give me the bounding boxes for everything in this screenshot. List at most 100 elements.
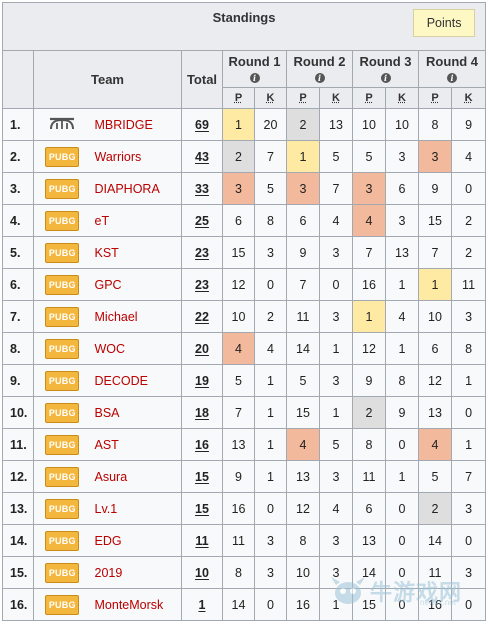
rank-cell: 12. bbox=[2, 460, 34, 493]
kills-cell: 1 bbox=[254, 396, 287, 429]
kills-abbr: K bbox=[266, 92, 275, 104]
team-name-link[interactable]: Michael bbox=[90, 300, 182, 333]
team-logo-cell: PUBG bbox=[33, 300, 91, 333]
watermark-subtext: newyx.net bbox=[420, 598, 457, 607]
rank-cell: 4. bbox=[2, 204, 34, 237]
kills-cell: 1 bbox=[385, 332, 419, 365]
team-name-link[interactable]: GPC bbox=[90, 268, 182, 301]
kills-cell: 3 bbox=[254, 236, 287, 269]
rank-cell: 3. bbox=[2, 172, 34, 205]
kills-cell: 5 bbox=[254, 172, 287, 205]
pubg-logo-icon: PUBG bbox=[45, 178, 80, 199]
placement-cell: 16 bbox=[222, 492, 255, 525]
round-2-label: Round 2 bbox=[293, 54, 346, 69]
rank-cell: 14. bbox=[2, 524, 34, 557]
team-logo-cell: PUBG bbox=[33, 524, 91, 557]
total-points[interactable]: 23 bbox=[181, 236, 223, 269]
pubg-logo-icon: PUBG bbox=[45, 466, 80, 487]
team-name-link[interactable]: Asura bbox=[90, 460, 182, 493]
rank-cell: 15. bbox=[2, 556, 34, 589]
team-name-link[interactable]: Lv.1 bbox=[90, 492, 182, 525]
total-points[interactable]: 15 bbox=[181, 460, 223, 493]
rank-cell: 13. bbox=[2, 492, 34, 525]
team-name-link[interactable]: DECODE bbox=[90, 364, 182, 397]
team-logo-cell: PUBG bbox=[33, 268, 91, 301]
team-name-link[interactable]: MonteMorsk bbox=[90, 588, 182, 621]
pubg-logo-icon: PUBG bbox=[45, 338, 80, 359]
kills-cell: 20 bbox=[254, 108, 287, 141]
kills-cell: 3 bbox=[450, 556, 486, 589]
team-name-link[interactable]: BSA bbox=[90, 396, 182, 429]
round-3-p-header: P bbox=[352, 87, 386, 109]
team-name-link[interactable]: WOC bbox=[90, 332, 182, 365]
placement-cell: 3 bbox=[222, 172, 255, 205]
total-points[interactable]: 20 bbox=[181, 332, 223, 365]
kills-cell: 4 bbox=[385, 300, 419, 333]
total-points[interactable]: 33 bbox=[181, 172, 223, 205]
team-logo-cell: PUBG bbox=[33, 140, 91, 173]
team-logo-cell: PUBG bbox=[33, 332, 91, 365]
team-name-link[interactable]: eT bbox=[90, 204, 182, 237]
team-logo-cell: PUBG bbox=[33, 364, 91, 397]
mascot-icon bbox=[331, 577, 365, 604]
total-points[interactable]: 22 bbox=[181, 300, 223, 333]
total-points[interactable]: 43 bbox=[181, 140, 223, 173]
kills-abbr: K bbox=[332, 92, 340, 104]
info-icon[interactable]: i bbox=[380, 72, 391, 83]
team-name-link[interactable]: AST bbox=[90, 428, 182, 461]
placement-cell: 9 bbox=[222, 460, 255, 493]
total-points[interactable]: 25 bbox=[181, 204, 223, 237]
kills-cell: 2 bbox=[450, 204, 486, 237]
placement-cell: 3 bbox=[418, 140, 452, 173]
round-3-label: Round 3 bbox=[359, 54, 412, 69]
total-points[interactable]: 15 bbox=[181, 492, 223, 525]
team-name-link[interactable]: KST bbox=[90, 236, 182, 269]
total-points[interactable]: 16 bbox=[181, 428, 223, 461]
table-row: 3. PUBG DIAPHORA 33 3 5 3 7 3 6 9 0 bbox=[2, 172, 486, 205]
rank-cell: 7. bbox=[2, 300, 34, 333]
kills-cell: 11 bbox=[450, 268, 486, 301]
placement-cell: 16 bbox=[286, 588, 320, 621]
points-button[interactable]: Points bbox=[413, 9, 476, 37]
pubg-logo-icon: PUBG bbox=[45, 530, 80, 551]
kills-cell: 0 bbox=[254, 492, 287, 525]
total-points[interactable]: 23 bbox=[181, 268, 223, 301]
team-name-link[interactable]: 2019 bbox=[90, 556, 182, 589]
pubg-logo-icon: PUBG bbox=[45, 146, 80, 167]
total-points[interactable]: 11 bbox=[181, 524, 223, 557]
team-name-link[interactable]: DIAPHORA bbox=[90, 172, 182, 205]
info-icon[interactable]: i bbox=[447, 72, 458, 83]
kills-cell: 0 bbox=[385, 428, 419, 461]
placement-cell: 13 bbox=[222, 428, 255, 461]
team-name-link[interactable]: EDG bbox=[90, 524, 182, 557]
placement-cell: 3 bbox=[286, 172, 320, 205]
team-name-link[interactable]: MBRIDGE bbox=[90, 108, 182, 141]
placement-abbr: P bbox=[299, 92, 307, 104]
total-points[interactable]: 18 bbox=[181, 396, 223, 429]
placement-cell: 10 bbox=[418, 300, 452, 333]
total-points[interactable]: 10 bbox=[181, 556, 223, 589]
total-points[interactable]: 69 bbox=[181, 108, 223, 141]
info-icon[interactable]: i bbox=[249, 72, 260, 83]
team-logo-cell: PUBG bbox=[33, 172, 91, 205]
kills-cell: 8 bbox=[385, 364, 419, 397]
pubg-logo-icon: PUBG bbox=[45, 306, 80, 327]
round-3-header: Round 3 i bbox=[352, 50, 419, 88]
table-row: 5. PUBG KST 23 15 3 9 3 7 13 7 2 bbox=[2, 236, 486, 269]
placement-cell: 3 bbox=[352, 172, 386, 205]
kills-cell: 13 bbox=[319, 108, 353, 141]
table-row: 8. PUBG WOC 20 4 4 14 1 12 1 6 8 bbox=[2, 332, 486, 365]
standings-title-cell: Standings Points bbox=[1, 2, 486, 51]
pubg-logo-icon: PUBG bbox=[45, 274, 80, 295]
team-name-link[interactable]: Warriors bbox=[90, 140, 182, 173]
placement-cell: 7 bbox=[352, 236, 386, 269]
kills-abbr: K bbox=[464, 92, 473, 104]
round-4-header: Round 4 i bbox=[417, 50, 486, 88]
total-points[interactable]: 19 bbox=[181, 364, 223, 397]
kills-cell: 4 bbox=[319, 204, 353, 237]
total-points[interactable]: 1 bbox=[181, 588, 223, 621]
info-icon[interactable]: i bbox=[314, 72, 325, 83]
kills-abbr: K bbox=[398, 92, 406, 104]
pubg-logo-icon: PUBG bbox=[45, 210, 80, 231]
placement-cell: 12 bbox=[352, 332, 386, 365]
